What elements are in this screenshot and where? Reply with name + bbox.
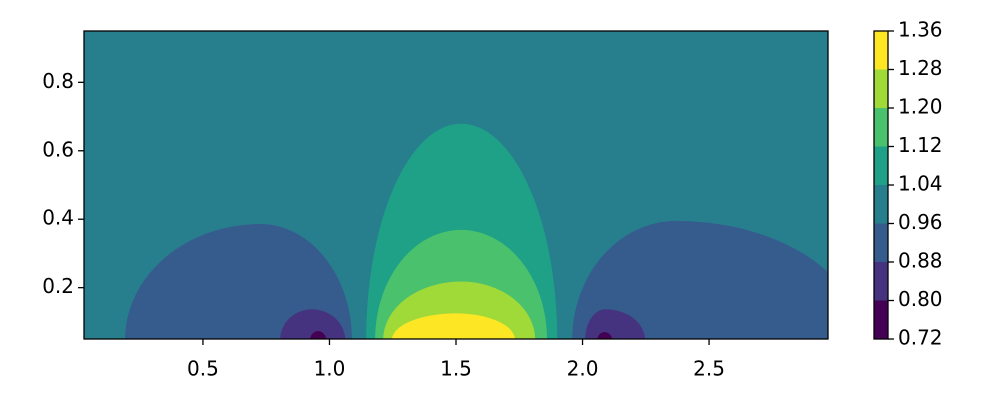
contour-region (585, 309, 645, 339)
colorbar-band (874, 108, 888, 147)
colorbar-band (874, 300, 888, 339)
y-tick-label: 0.4 (42, 206, 74, 230)
colorbar-tick-label: 0.80 (898, 287, 943, 311)
contour-region (280, 309, 346, 339)
colorbar-tick-label: 1.36 (898, 18, 943, 42)
x-tick-label: 2.0 (567, 357, 599, 381)
plot-area (84, 31, 828, 339)
contour-region (572, 220, 828, 339)
colorbar-tick-label: 0.96 (898, 210, 943, 234)
colorbar-tick-label: 1.04 (898, 172, 943, 196)
y-tick-label: 0.8 (42, 69, 74, 93)
colorbar-band (874, 146, 888, 185)
x-tick-label: 1.0 (314, 357, 346, 381)
contour-region (125, 224, 352, 339)
colorbar-band (874, 223, 888, 262)
contour-region (310, 331, 327, 339)
x-tick-label: 0.5 (187, 357, 219, 381)
y-tick-label: 0.6 (42, 137, 74, 161)
contour-region (392, 313, 515, 339)
colorbar-tick-label: 1.20 (898, 95, 943, 119)
x-tick-label: 2.5 (693, 357, 725, 381)
colorbar-tick-label: 1.12 (898, 133, 943, 157)
y-tick-label: 0.2 (42, 274, 74, 298)
colorbar-tick-label: 1.28 (898, 56, 943, 80)
contour-region (597, 332, 613, 339)
colorbar-band (874, 185, 888, 224)
colorbar-band (874, 69, 888, 108)
colorbar-band (874, 262, 888, 301)
colorbar-tick-label: 0.72 (898, 326, 943, 350)
colorbar-band (874, 31, 888, 70)
x-tick-label: 1.5 (440, 357, 472, 381)
colorbar-tick-label: 0.88 (898, 249, 943, 273)
